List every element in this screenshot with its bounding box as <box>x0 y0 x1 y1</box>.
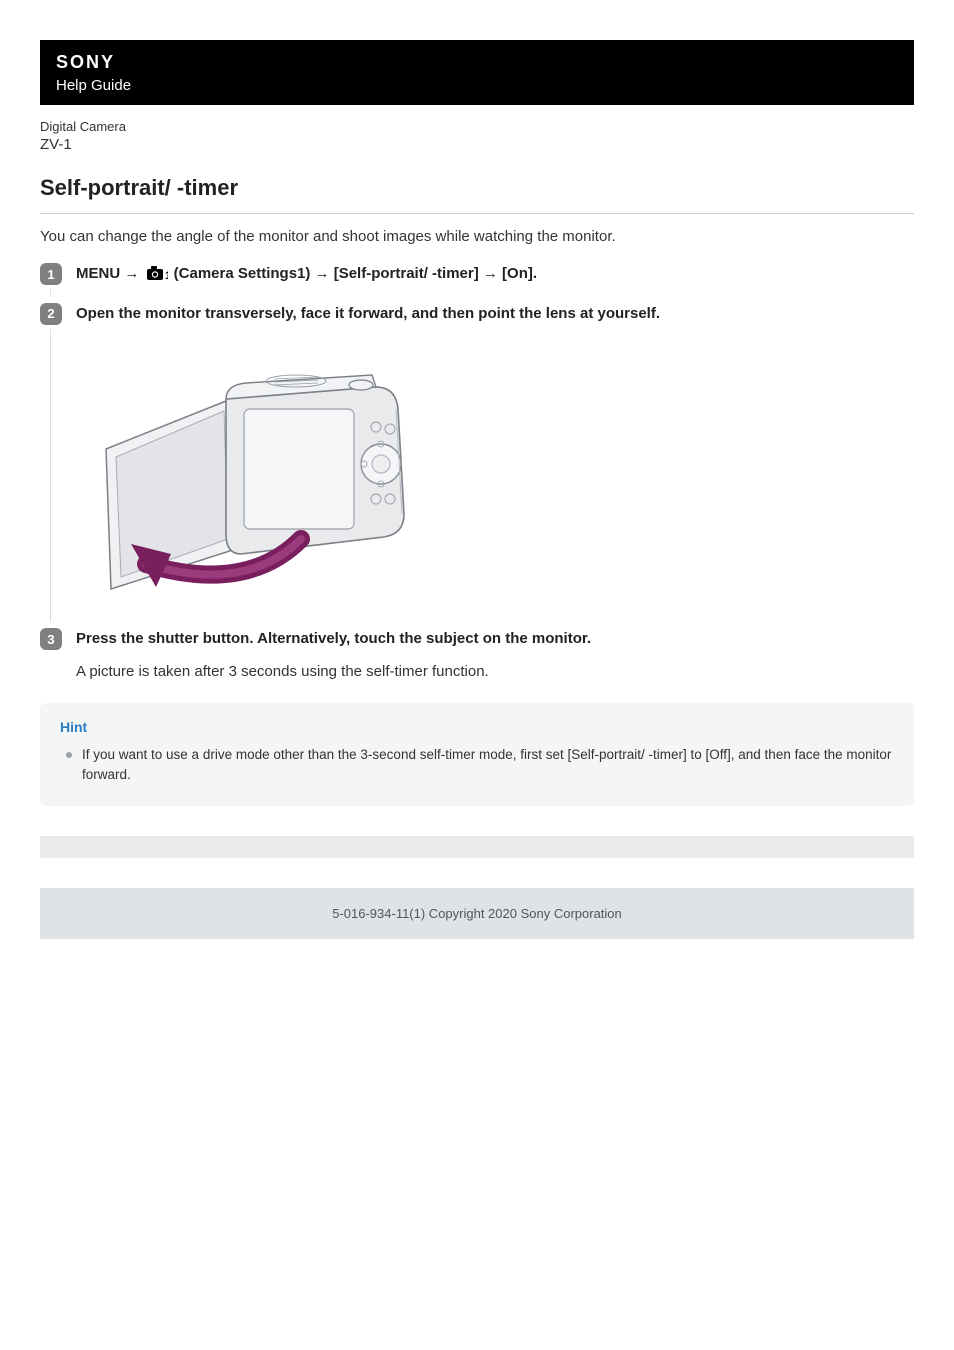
footer-bar: 5-016-934-11(1) Copyright 2020 Sony Corp… <box>40 888 914 939</box>
step-2: 2 Open the monitor transversely, face it… <box>40 303 914 615</box>
steps-list: 1 MENU → 1 (Camera Settings1) → [Self-po… <box>40 263 914 683</box>
step-3-body: A picture is taken after 3 seconds using… <box>76 661 914 684</box>
hint-list: If you want to use a drive mode other th… <box>60 745 894 786</box>
footer-spacer <box>40 836 914 858</box>
step-badge-1: 1 <box>40 263 62 285</box>
step-3: 3 Press the shutter button. Alternativel… <box>40 628 914 683</box>
camera-illustration <box>76 339 914 614</box>
step-2-title: Open the monitor transversely, face it f… <box>76 303 914 326</box>
step-3-title: Press the shutter button. Alternatively,… <box>76 628 914 651</box>
camera-settings-icon: 1 <box>146 265 168 289</box>
step-1: 1 MENU → 1 (Camera Settings1) → [Self-po… <box>40 263 914 289</box>
step-1-mid: (Camera Settings1) → [Self-portrait/ -ti… <box>174 265 537 282</box>
page-container: SONY Help Guide Digital Camera ZV-1 Self… <box>0 0 954 939</box>
step-1-title: MENU → 1 (Camera Settings1) → [Self-port… <box>76 263 914 289</box>
page-title: Self-portrait/ -timer <box>40 175 914 201</box>
product-category: Digital Camera <box>40 119 914 134</box>
hint-item: If you want to use a drive mode other th… <box>66 745 894 786</box>
svg-text:1: 1 <box>165 270 168 281</box>
hint-box: Hint If you want to use a drive mode oth… <box>40 703 914 806</box>
hint-label: Hint <box>60 719 894 735</box>
step-1-prefix: MENU → <box>76 265 144 282</box>
step-badge-3: 3 <box>40 628 62 650</box>
title-divider <box>40 213 914 214</box>
product-model: ZV-1 <box>40 136 914 153</box>
step-badge-2: 2 <box>40 303 62 325</box>
copyright-text: 5-016-934-11(1) Copyright 2020 Sony Corp… <box>332 906 622 921</box>
help-guide-label: Help Guide <box>56 77 131 94</box>
header-bar: SONY Help Guide <box>40 40 914 105</box>
intro-text: You can change the angle of the monitor … <box>40 228 914 245</box>
brand-logo: SONY <box>56 52 898 73</box>
